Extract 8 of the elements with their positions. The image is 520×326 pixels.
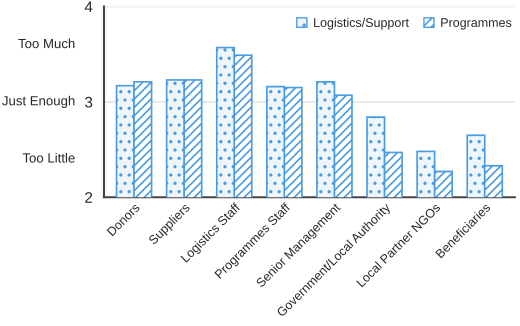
text: Too Little	[22, 152, 75, 163]
text: Just Enough	[2, 96, 74, 108]
text: Too Much	[18, 38, 74, 48]
y-tick-label: 3	[84, 96, 92, 108]
legend-label: Logistics/Support	[314, 18, 409, 30]
legend-label: Programmes	[441, 18, 512, 30]
y-tick-label: 4	[84, 2, 92, 12]
y-tick-label: 2	[85, 192, 92, 203]
